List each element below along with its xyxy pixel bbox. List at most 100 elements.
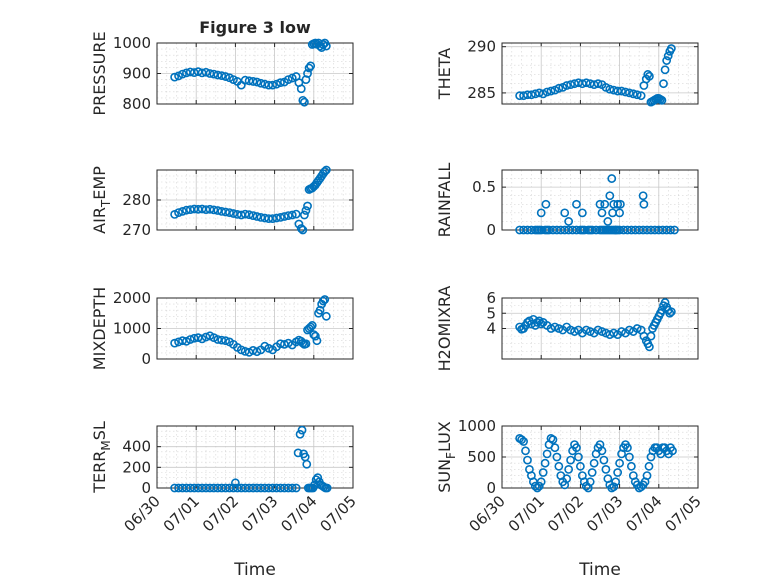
sun_flux-data-point [532, 483, 542, 493]
sun_flux-data-point [521, 446, 530, 456]
terr_msl-x-tick-label: 07/01 [160, 492, 203, 535]
pressure-data-point [304, 63, 314, 73]
rainfall-data-point [605, 191, 615, 201]
theta-data-point [632, 90, 642, 100]
theta-data-point [617, 86, 626, 96]
pressure-data-point [201, 67, 211, 77]
h2omixra-y-tick-label: 5 [486, 304, 496, 322]
mixdepth-data-point [178, 336, 187, 346]
h2omixra-data-point [593, 325, 603, 335]
mixdepth-data-point [170, 338, 180, 348]
air_temp-axes-frame [156, 169, 354, 231]
sun_flux-data-point [548, 435, 558, 445]
air_temp-data-point [294, 219, 304, 229]
air_temp-data-point [181, 205, 191, 215]
pressure-data-point [268, 80, 278, 90]
sun_flux-data-point [623, 443, 632, 453]
h2omixra-y-axis-label: H2OMIXRA [435, 286, 454, 372]
pressure-data-point [256, 78, 266, 88]
mixdepth-data-point [301, 339, 311, 349]
terr_msl-y-tick-label: 400 [122, 438, 151, 456]
theta-data-point [636, 91, 646, 101]
sun_flux-x-tick-label: 07/01 [505, 492, 548, 535]
air_temp-y-axis-label: AIRTEMP [90, 166, 113, 234]
terr_msl-data-point [313, 473, 323, 483]
sun_flux-data-point [530, 481, 540, 491]
air_temp-data-point [174, 208, 183, 217]
terr_msl-data-point [291, 483, 301, 493]
mixdepth-data-point [264, 343, 274, 353]
mixdepth-data-point [312, 336, 322, 346]
sun_flux-data-point [517, 435, 526, 445]
sun_flux-data-point [550, 443, 560, 453]
air_temp-data-point [205, 204, 215, 214]
air_temp-data-point [287, 210, 297, 220]
h2omixra-data-point [515, 322, 525, 332]
theta-data-point [542, 87, 552, 97]
air_temp-y-tick-label: 270 [122, 221, 151, 239]
pressure-data-point [287, 73, 297, 83]
air_temp-data-point [283, 211, 293, 220]
air_temp-data-point [217, 206, 227, 216]
theta-data-point [593, 79, 603, 89]
sun_flux-data-point [552, 452, 562, 462]
sun_flux-data-point [589, 458, 599, 468]
sun_flux-data-point [523, 455, 532, 465]
pressure-data-point [306, 61, 316, 71]
sun_flux-x-tick-label: 07/05 [662, 492, 705, 535]
rainfall-data-point [600, 199, 610, 209]
h2omixra-data-point [554, 324, 564, 333]
air_temp-data-point [272, 213, 281, 223]
sun_flux-data-point [566, 455, 575, 465]
sun_flux-y-tick-label: 0 [486, 479, 496, 497]
theta-data-point [621, 87, 630, 97]
theta-data-point [659, 79, 668, 89]
h2omixra-data-point [581, 325, 591, 335]
air_temp-data-point [244, 210, 254, 220]
pressure-y-tick-label: 900 [122, 65, 151, 83]
terr_msl-y-axis-label: TERRMSL [90, 421, 113, 494]
subplot-air_temp: 270 280 AIRTEMP [90, 165, 354, 239]
h2omixra-data-point [532, 317, 542, 327]
h2omixra-data-point [597, 327, 607, 336]
pressure-data-point [170, 72, 180, 82]
h2omixra-data-point [570, 327, 579, 336]
rainfall-data-point [639, 199, 649, 209]
mixdepth-axes-frame [156, 297, 354, 360]
sun_flux-x-tick-label: 07/04 [622, 492, 665, 535]
theta-data-point [527, 90, 536, 100]
rainfall-data-point [615, 199, 625, 209]
terr_msl-x-tick-label: 07/05 [317, 492, 360, 535]
rainfall-data-point [541, 199, 551, 209]
rainfall-data-point [613, 199, 623, 209]
pressure-data-point [213, 70, 223, 80]
air_temp-data-point [240, 209, 250, 219]
terr_msl-y-tick-label: 200 [122, 458, 151, 476]
sun_flux-data-point [519, 437, 528, 446]
pressure-data-point [221, 72, 230, 81]
pressure-data-point [296, 84, 306, 94]
pressure-data-point [298, 95, 308, 105]
air_temp-data-point [276, 212, 285, 222]
sun_flux-y-axis-label: SUNFLUX [435, 421, 458, 493]
mixdepth-data-point [310, 331, 320, 341]
terr_msl-x-axis-label: Time [233, 560, 276, 580]
h2omixra-data-point [609, 328, 619, 338]
h2omixra-y-tick-label: 6 [486, 289, 496, 307]
h2omixra-axes-frame [501, 297, 699, 360]
theta-data-point [628, 89, 638, 99]
mixdepth-data-point [321, 311, 331, 321]
air_temp-data-point [321, 165, 331, 175]
air_temp-y-tick-label: 280 [122, 191, 151, 209]
h2omixra-data-point [632, 324, 642, 333]
pressure-data-point [205, 69, 215, 78]
subplot-h2omixra: 456 H2OMIXRA [435, 286, 699, 372]
mixdepth-y-tick-label: 2000 [113, 289, 151, 307]
h2omixra-data-point [644, 342, 654, 352]
pressure-data-point [299, 97, 309, 107]
terr_msl-data-point [293, 448, 303, 458]
sun_flux-data-point [564, 464, 574, 474]
sun_flux-axes-frame [501, 425, 699, 489]
air_temp-data-point [221, 207, 230, 217]
